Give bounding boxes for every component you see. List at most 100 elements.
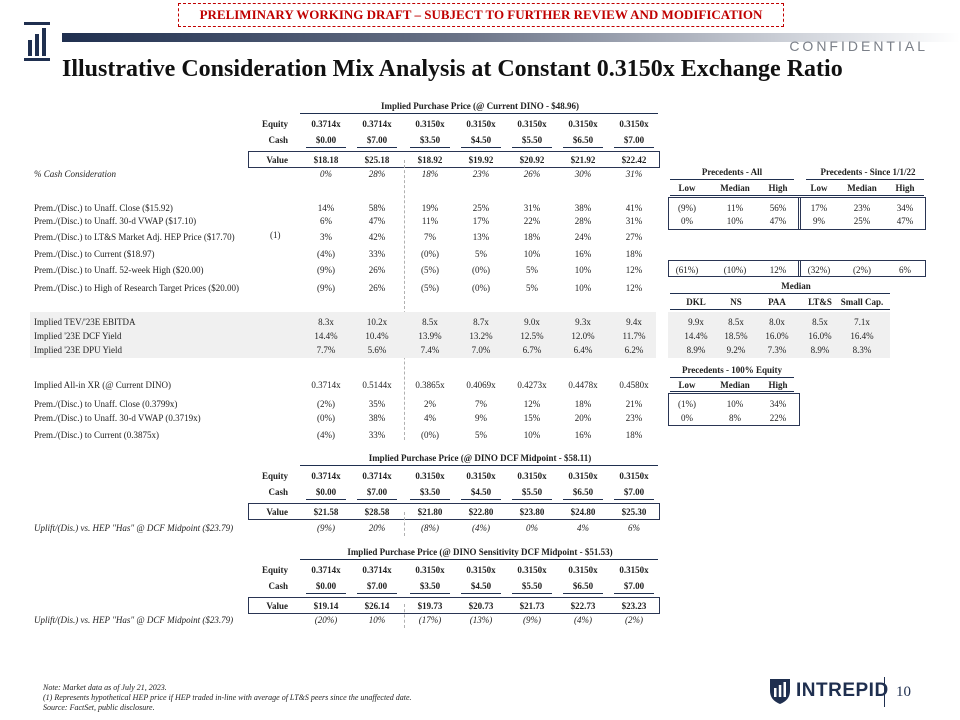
uplift-cell: (9%)	[523, 615, 541, 625]
data-cell: 47%	[368, 216, 386, 226]
data-cell: 0.5144x	[362, 380, 392, 390]
value-cell: $18.92	[417, 155, 443, 165]
data-cell: 7.4%	[420, 345, 440, 355]
cash-cell: $0.00	[315, 487, 337, 497]
peers-cell: 9.2%	[726, 345, 746, 355]
data-cell: 0.4273x	[517, 380, 547, 390]
peers-col-header: NS	[730, 297, 742, 307]
value-cell: $19.14	[313, 601, 339, 611]
footnote-line: Note: Market data as of July 21, 2023.	[43, 683, 167, 692]
value-label: Value	[266, 155, 288, 165]
cash-cell: $7.00	[366, 581, 388, 591]
data-cell: 0.4580x	[619, 380, 649, 390]
intrepid-shield-logo-icon	[770, 679, 790, 704]
equity-cell: 0.3150x	[619, 471, 649, 481]
row-label: Prem./(Disc.) to Current (0.3875x)	[34, 430, 159, 440]
footnote-line: Source: FactSet, public disclosure.	[43, 703, 155, 712]
value-cell: $22.42	[621, 155, 647, 165]
value-cell: $21.58	[313, 507, 339, 517]
data-cell: 3%	[320, 232, 332, 242]
data-cell: 38%	[574, 203, 592, 213]
footnotes: Note: Market data as of July 21, 2023. (…	[43, 683, 412, 713]
cash-cell: $6.50	[572, 135, 594, 145]
data-cell: 8.7x	[473, 317, 489, 327]
data-cell: (0%)	[421, 430, 439, 440]
section-header: Implied Purchase Price (@ DINO DCF Midpo…	[368, 453, 592, 463]
data-cell: 42%	[368, 232, 386, 242]
value-cell: $23.80	[519, 507, 545, 517]
precedents-cell: 8%	[729, 413, 741, 423]
value-cell: $23.23	[621, 601, 647, 611]
data-cell: (4%)	[317, 249, 335, 259]
data-cell: 27%	[625, 232, 643, 242]
precedents-cell: 0%	[681, 216, 693, 226]
equity-cell: 0.3150x	[517, 565, 547, 575]
data-cell: 14.4%	[314, 331, 338, 341]
precedents-cell: 47%	[769, 216, 787, 226]
data-cell: 12.5%	[520, 331, 544, 341]
cash-underline	[614, 499, 654, 500]
multiples-shade	[30, 312, 656, 358]
header-rule	[670, 377, 794, 378]
data-cell: 18%	[625, 249, 643, 259]
intrepid-bars-logo-icon	[24, 22, 50, 61]
equity-label: Equity	[261, 119, 288, 129]
data-cell: 11%	[421, 216, 439, 226]
data-cell: 4%	[424, 413, 436, 423]
equity-cell: 0.3714x	[311, 565, 341, 575]
column-divider	[404, 512, 405, 536]
confidential-label: CONFIDENTIAL	[789, 38, 928, 54]
value-cell: $21.92	[570, 155, 596, 165]
peers-cell: 16.4%	[850, 331, 874, 341]
equity-cell: 0.3714x	[362, 565, 392, 575]
equity-cell: 0.3714x	[362, 471, 392, 481]
peers-median-header: Median	[781, 281, 811, 291]
row-label: Prem./(Disc.) to Current ($18.97)	[34, 249, 155, 259]
precedents-cell: 23%	[853, 203, 871, 213]
precedents-cell: 34%	[896, 203, 914, 213]
data-cell: 10%	[574, 283, 592, 293]
data-cell: 35%	[368, 399, 386, 409]
value-cell: $18.18	[313, 155, 339, 165]
peers-shade	[668, 312, 890, 358]
cash-cell: $3.50	[419, 487, 441, 497]
header-rule	[670, 293, 890, 294]
equity-cell: 0.3150x	[517, 119, 547, 129]
data-cell: 26%	[368, 265, 386, 275]
peers-cell: 7.3%	[767, 345, 787, 355]
page-title: Illustrative Consideration Mix Analysis …	[62, 56, 843, 82]
data-cell: (9%)	[317, 265, 335, 275]
precedents-cell: 22%	[769, 413, 787, 423]
precedents-cell: 10%	[726, 399, 744, 409]
cash-label: Cash	[268, 581, 288, 591]
cash-underline	[512, 593, 552, 594]
peers-cell: 18.5%	[724, 331, 748, 341]
data-cell: 11.7%	[622, 331, 646, 341]
equity-cell: 0.3150x	[415, 119, 445, 129]
header-rule	[670, 179, 794, 180]
data-cell: 28%	[368, 169, 386, 179]
data-cell: (2%)	[317, 399, 335, 409]
data-cell: 5%	[475, 249, 487, 259]
data-cell: 24%	[574, 232, 592, 242]
peers-cell: 8.9%	[686, 345, 706, 355]
precedents-52wk-cell: (61%)	[675, 265, 699, 275]
value-cell: $26.14	[364, 601, 390, 611]
value-cell: $21.73	[519, 601, 545, 611]
cash-cell: $4.50	[470, 487, 492, 497]
data-cell: 31%	[625, 216, 643, 226]
data-cell: 9%	[475, 413, 487, 423]
equity-label: Equity	[261, 565, 288, 575]
data-cell: 28%	[574, 216, 592, 226]
precedents-cell: 34%	[769, 399, 787, 409]
data-cell: 0.3714x	[311, 380, 341, 390]
header-rule	[300, 465, 658, 466]
data-cell: 30%	[574, 169, 592, 179]
value-cell: $25.18	[364, 155, 390, 165]
cash-cell: $3.50	[419, 581, 441, 591]
section-header: Implied Purchase Price (@ Current DINO -…	[380, 101, 579, 111]
cash-underline	[461, 593, 501, 594]
uplift-cell: (4%)	[574, 615, 592, 625]
data-cell: 18%	[421, 169, 439, 179]
precedents-col-header: Low	[810, 183, 828, 193]
